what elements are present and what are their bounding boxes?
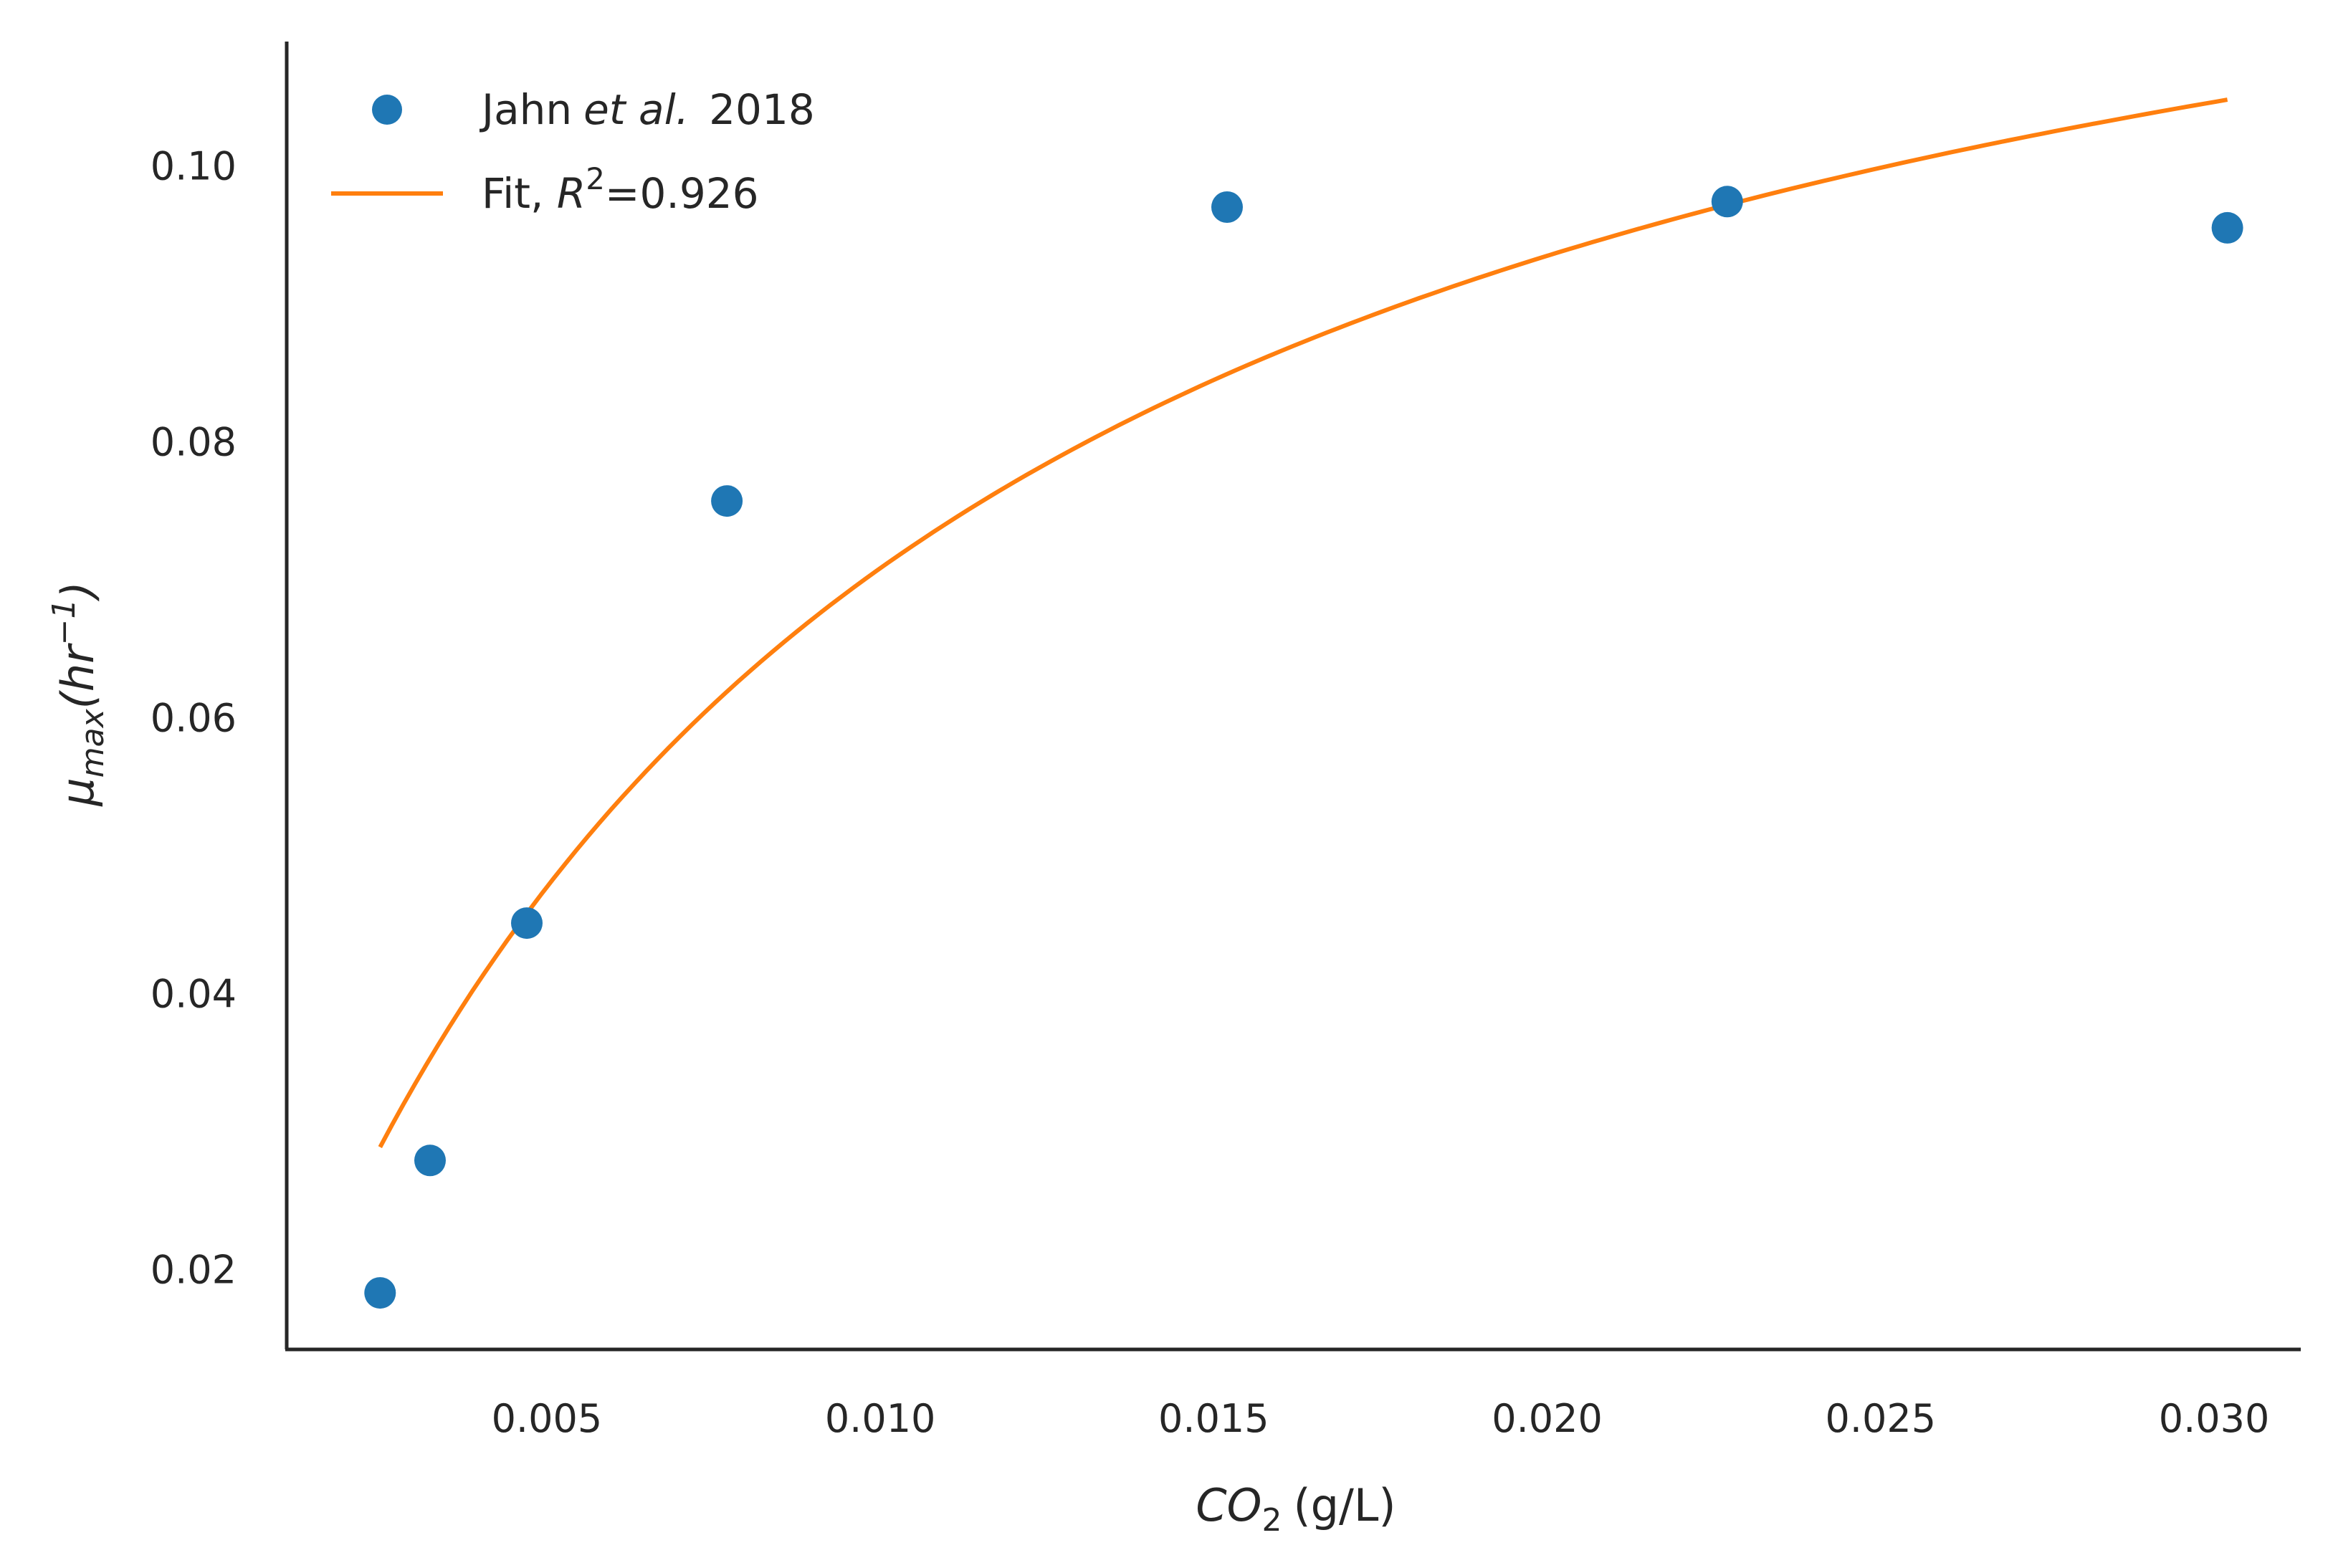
x-axis-symbol: CO xyxy=(1196,1479,1261,1531)
x-tick-labels: 0.005 0.010 0.015 0.020 0.025 0.030 xyxy=(492,1396,2270,1441)
legend-fit-prefix: Fit, xyxy=(482,169,557,218)
y-tick-label: 0.04 xyxy=(151,971,237,1016)
legend-fit-symbol: R xyxy=(557,169,586,218)
data-point xyxy=(414,1144,446,1177)
legend-marker-points xyxy=(372,95,402,125)
data-point xyxy=(711,485,743,517)
data-point xyxy=(1211,191,1243,223)
x-axis-label: CO2 (g/L) xyxy=(1196,1479,1396,1539)
legend-fit-superscript: 2 xyxy=(586,161,605,196)
y-axis-symbol: μ xyxy=(52,778,104,806)
legend-fit-value: =0.926 xyxy=(605,169,759,218)
axes xyxy=(285,42,2301,1352)
data-point xyxy=(2211,211,2243,244)
x-tick-label: 0.005 xyxy=(492,1396,603,1441)
legend-points-etal: et al. xyxy=(583,85,689,134)
y-axis-unit-superscript: −1 xyxy=(46,599,82,646)
x-axis-unit: (g/L) xyxy=(1293,1479,1396,1531)
x-tick-label: 0.030 xyxy=(2159,1396,2270,1441)
legend-points-year: 2018 xyxy=(709,85,815,134)
data-point xyxy=(1711,186,1743,218)
fit-line xyxy=(378,97,2228,1149)
x-axis-symbol-subscript: 2 xyxy=(1261,1502,1282,1539)
y-axis-symbol-subscript: max xyxy=(75,708,111,778)
legend-label-points: Jahn et al. 2018 xyxy=(480,85,815,134)
data-point xyxy=(511,907,543,940)
x-tick-label: 0.020 xyxy=(1492,1396,1603,1441)
legend: Jahn et al. 2018 Fit, R2=0.926 xyxy=(331,85,815,218)
y-axis-unit-close: ) xyxy=(52,581,104,601)
x-tick-label: 0.015 xyxy=(1158,1396,1269,1441)
legend-points-author: Jahn xyxy=(480,85,572,134)
x-tick-label: 0.025 xyxy=(1826,1396,1937,1441)
x-tick-label: 0.010 xyxy=(825,1396,936,1441)
y-axis-unit-open: (hr xyxy=(52,643,104,709)
y-tick-label: 0.02 xyxy=(151,1247,237,1292)
y-tick-label: 0.06 xyxy=(151,695,237,740)
y-tick-labels: 0.02 0.04 0.06 0.08 0.10 xyxy=(151,143,237,1292)
y-tick-label: 0.10 xyxy=(151,143,237,188)
data-point xyxy=(364,1277,396,1309)
y-tick-label: 0.08 xyxy=(151,419,237,464)
legend-label-fit: Fit, R2=0.926 xyxy=(482,161,759,218)
data-marks xyxy=(364,97,2243,1309)
y-axis-label: μmax(hr−1) xyxy=(46,581,111,806)
